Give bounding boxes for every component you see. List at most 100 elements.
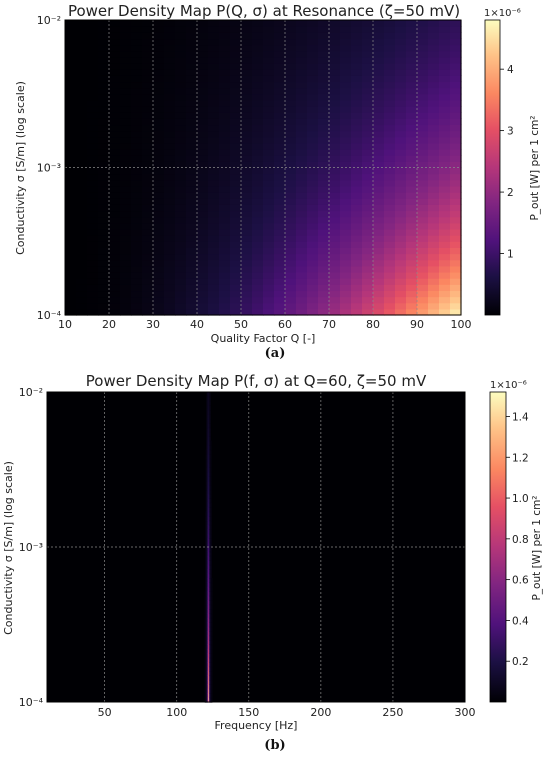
heatmap-cell: [208, 458, 210, 464]
y-axis-label: Conductivity σ [S/m] (log scale): [14, 81, 27, 255]
colorbar-tick-label: 0.4: [512, 615, 529, 627]
heatmap-cell: [428, 93, 440, 101]
heatmap-cell: [362, 271, 374, 279]
heatmap-cell: [207, 449, 209, 455]
heatmap-cell: [351, 198, 363, 205]
heatmap-cell: [439, 271, 451, 279]
heatmap-cell: [307, 247, 319, 255]
heatmap-cell: [362, 69, 374, 76]
heatmap-cell: [373, 136, 385, 144]
colorbar-label: P_out [W] per 1 cm²: [529, 115, 541, 220]
heatmap-cell: [109, 124, 121, 132]
heatmap-cell: [296, 179, 308, 187]
heatmap-cell: [211, 653, 213, 659]
heatmap-cell: [207, 626, 209, 632]
heatmap-cell: [65, 253, 77, 261]
heatmap-cell: [210, 476, 212, 482]
y-axis-label: Conductivity σ [S/m] (log scale): [2, 461, 15, 635]
heatmap-cell: [209, 648, 211, 654]
heatmap-cell: [164, 99, 176, 107]
heatmap-cell: [208, 582, 210, 588]
heatmap-cell: [205, 524, 207, 530]
heatmap-cell: [98, 192, 110, 199]
heatmap-cell: [208, 136, 220, 144]
heatmap-cell: [241, 155, 253, 162]
heatmap-cell: [318, 149, 330, 156]
heatmap-cell: [207, 679, 209, 685]
heatmap-cell: [206, 400, 208, 406]
caption-b: (b): [264, 738, 286, 753]
heatmap-cell: [207, 662, 209, 668]
heatmap-cell: [208, 75, 220, 83]
heatmap-cell: [206, 423, 208, 429]
heatmap-cell: [439, 253, 451, 261]
heatmap-cell: [210, 431, 212, 437]
heatmap-cell: [318, 290, 330, 298]
heatmap-cell: [87, 32, 99, 40]
heatmap-cell: [208, 173, 220, 181]
heatmap-cell: [329, 161, 341, 169]
heatmap-cell: [230, 265, 242, 273]
heatmap-cell: [296, 124, 308, 132]
heatmap-cell: [209, 507, 211, 513]
heatmap-cell: [241, 216, 253, 224]
heatmap-cell: [142, 228, 154, 236]
heatmap-cell: [65, 204, 77, 212]
heatmap-cell: [263, 136, 275, 144]
y-tick-label: 10⁻⁴: [37, 309, 62, 322]
heatmap-cell: [307, 161, 319, 169]
heatmap-cell: [362, 259, 374, 267]
heatmap-cell: [329, 185, 341, 193]
heatmap-cell: [209, 617, 211, 623]
heatmap-cell: [210, 688, 212, 694]
heatmap-cell: [252, 38, 264, 46]
heatmap-cell: [285, 130, 297, 138]
heatmap-cell: [120, 290, 132, 298]
heatmap-cell: [211, 582, 213, 588]
heatmap-cell: [153, 99, 165, 107]
heatmap-cell: [208, 560, 210, 566]
heatmap-cell: [98, 241, 110, 248]
heatmap-cell: [209, 693, 211, 699]
heatmap-cell: [274, 112, 286, 119]
heatmap-cell: [209, 454, 211, 460]
heatmap-cell: [241, 167, 253, 175]
heatmap-cell: [285, 56, 297, 64]
heatmap-cell: [208, 63, 220, 70]
heatmap-cell: [207, 555, 209, 561]
heatmap-cell: [205, 462, 207, 468]
heatmap-cell: [208, 235, 220, 242]
heatmap-cell: [109, 296, 121, 304]
heatmap-cell: [207, 595, 209, 601]
heatmap-cell: [208, 440, 210, 446]
heatmap-cell: [263, 284, 275, 292]
heatmap-cell: [65, 75, 77, 83]
heatmap-cell: [109, 192, 121, 199]
heatmap-cell: [211, 507, 213, 513]
heatmap-cell: [153, 308, 165, 316]
heatmap-cell: [205, 675, 207, 681]
heatmap-cell: [395, 124, 407, 132]
heatmap-cell: [197, 308, 209, 316]
heatmap-cell: [318, 265, 330, 273]
heatmap-cell: [197, 284, 209, 292]
heatmap-cell: [373, 69, 385, 76]
heatmap-cell: [208, 613, 210, 619]
heatmap-cell: [395, 247, 407, 255]
heatmap-cell: [274, 38, 286, 46]
y-tick-label: 10⁻²: [37, 14, 61, 27]
heatmap-cell: [406, 167, 418, 175]
heatmap-cell: [109, 87, 121, 95]
heatmap-cell: [197, 20, 209, 27]
heatmap-cell: [87, 124, 99, 132]
heatmap-cell: [296, 99, 308, 107]
heatmap-cell: [428, 210, 440, 218]
heatmap-cell: [207, 467, 209, 473]
heatmap-cell: [208, 436, 210, 442]
heatmap-cell: [340, 155, 352, 162]
heatmap-cell: [210, 538, 212, 544]
heatmap-cell: [252, 222, 264, 230]
heatmap-cell: [206, 604, 208, 610]
heatmap-cell: [263, 167, 275, 175]
heatmap-cell: [340, 302, 352, 310]
